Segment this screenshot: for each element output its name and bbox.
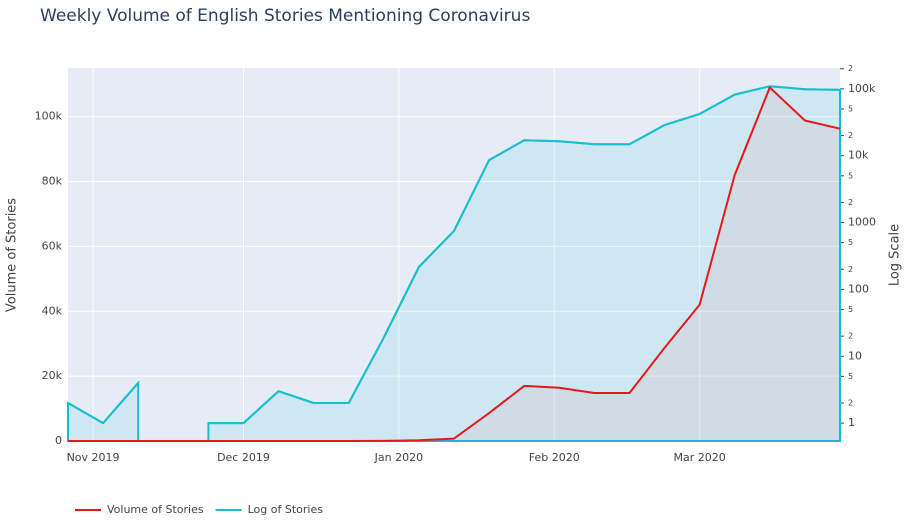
legend-label: Volume of Stories (107, 503, 204, 516)
y2-tick-label: 1000 (848, 216, 876, 229)
y2-tick-label: 2 (848, 398, 853, 407)
y2-tick-label: 5 (848, 305, 853, 314)
y-tick-label: 80k (42, 175, 63, 188)
y2-axis-title: Log Scale (888, 224, 903, 286)
series-line (67, 382, 139, 425)
y2-tick-label: 1 (848, 416, 855, 429)
y2-tick-label: 5 (848, 104, 853, 113)
series-line (68, 86, 841, 442)
x-tick-label: Nov 2019 (67, 451, 120, 464)
y2-tick-label: 100k (848, 82, 876, 95)
y2-tick-label: 2 (848, 131, 853, 140)
y2-tick-label: 2 (848, 198, 853, 207)
chart-title: Weekly Volume of English Stories Mention… (40, 6, 530, 26)
y-tick-label: 20k (42, 369, 63, 382)
y2-tick-label: 2 (848, 265, 853, 274)
y2-tick-label: 10 (848, 349, 862, 362)
y-tick-label: 100k (35, 110, 63, 123)
x-tick-label: Mar 2020 (674, 451, 726, 464)
y2-tick-label: 2 (848, 332, 853, 341)
y-tick-label: 60k (42, 239, 63, 252)
y2-tick-label: 5 (848, 171, 853, 180)
y-tick-label: 0 (55, 434, 62, 447)
x-tick-label: Jan 2020 (374, 451, 423, 464)
x-tick-label: Feb 2020 (529, 451, 580, 464)
x-tick-label: Dec 2019 (217, 451, 270, 464)
y2-tick-label: 5 (848, 238, 853, 247)
plot-background (68, 68, 840, 441)
y-axis-title: Volume of Stories (5, 198, 20, 312)
y2-tick-label: 10k (848, 149, 869, 162)
y2-tick-label: 100 (848, 282, 869, 295)
legend-label: Log of Stories (248, 503, 324, 516)
series-area (68, 87, 840, 441)
y2-tick-label: 2 (848, 64, 853, 73)
series-line (208, 85, 841, 425)
y2-tick-label: 5 (848, 372, 853, 381)
y-tick-label: 40k (42, 304, 63, 317)
